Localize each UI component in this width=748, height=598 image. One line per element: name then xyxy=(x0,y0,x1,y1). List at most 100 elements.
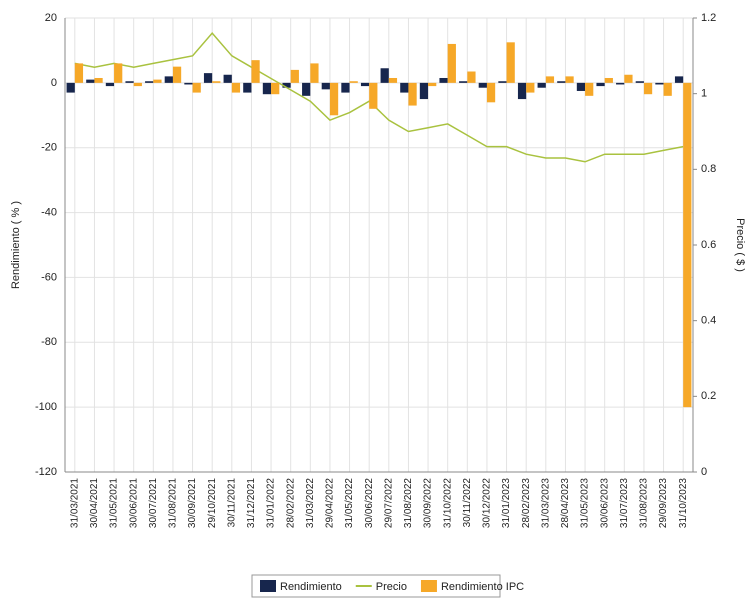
y2-tick-label: 0.6 xyxy=(701,239,716,251)
bar xyxy=(94,77,103,83)
bar xyxy=(388,77,398,83)
y-tick-label: -60 xyxy=(41,271,57,283)
bar xyxy=(596,82,605,87)
y-tick-label: -20 xyxy=(41,142,57,154)
bar xyxy=(262,82,272,95)
y-tick-label: -80 xyxy=(41,336,57,348)
line xyxy=(74,31,684,163)
y-axis-title: Rendimiento ( % ) xyxy=(10,201,22,289)
x-tick-label: 29/07/2022 xyxy=(383,478,394,528)
x-tick-label: 30/07/2021 xyxy=(148,478,159,528)
bar xyxy=(663,82,672,96)
x-tick-label: 31/03/2022 xyxy=(305,478,316,528)
y2-tick-label: 0.4 xyxy=(701,315,716,327)
y2-tick-label: 1.2 xyxy=(701,12,716,24)
bar xyxy=(164,76,173,83)
legend-label: Rendimiento IPC xyxy=(441,581,524,593)
bar xyxy=(212,81,221,83)
bar xyxy=(192,82,201,93)
bar xyxy=(290,69,299,83)
bar xyxy=(655,82,664,85)
x-tick-label: 31/05/2021 xyxy=(109,478,120,528)
legend-swatch xyxy=(260,580,276,592)
y2-tick-label: 0.2 xyxy=(701,390,716,402)
bar xyxy=(349,81,358,83)
x-tick-label: 31/10/2023 xyxy=(678,478,689,528)
x-tick-label: 28/02/2022 xyxy=(285,478,296,528)
x-tick-label: 31/05/2023 xyxy=(580,478,591,528)
bar xyxy=(643,82,653,95)
x-tick-label: 28/02/2023 xyxy=(521,478,532,528)
bar xyxy=(616,82,625,85)
x-tick-label: 30/11/2022 xyxy=(462,478,473,528)
bar xyxy=(604,77,613,83)
bar xyxy=(674,76,684,83)
bar xyxy=(153,79,162,83)
bar xyxy=(302,82,311,96)
bar xyxy=(133,82,142,87)
bar xyxy=(341,82,350,93)
x-tick-label: 29/04/2022 xyxy=(325,478,336,528)
y2-tick-label: 1 xyxy=(701,88,707,100)
x-tick-label: 30/06/2022 xyxy=(364,478,375,528)
y-tick-label: -100 xyxy=(35,401,57,413)
y2-axis-title: Precio ( $ ) xyxy=(734,218,746,272)
bar xyxy=(86,79,95,83)
bar xyxy=(145,81,154,83)
bar xyxy=(576,82,586,91)
bar xyxy=(545,76,555,83)
bar xyxy=(310,63,319,83)
legend xyxy=(251,574,501,598)
bar xyxy=(557,81,566,83)
x-tick-label: 31/08/2021 xyxy=(168,478,179,528)
bar xyxy=(467,71,476,83)
x-tick-label: 30/09/2022 xyxy=(423,478,434,528)
bar xyxy=(400,82,409,93)
x-tick-label: 30/04/2021 xyxy=(89,478,100,528)
x-tick-label: 28/04/2023 xyxy=(560,478,571,528)
x-tick-label: 31/10/2022 xyxy=(442,478,453,528)
x-tick-label: 31/07/2023 xyxy=(619,478,630,528)
x-tick-label: 29/09/2023 xyxy=(658,478,669,528)
bar xyxy=(428,82,437,87)
x-tick-label: 29/10/2021 xyxy=(207,478,218,528)
y-tick-label: -40 xyxy=(41,206,57,218)
bar xyxy=(478,82,487,88)
bar xyxy=(447,43,456,83)
bar xyxy=(459,81,468,83)
bar xyxy=(439,77,448,83)
bar xyxy=(74,63,84,83)
bar xyxy=(683,82,692,408)
y2-tick-label: 0.8 xyxy=(701,163,716,175)
bar xyxy=(506,42,515,83)
legend-label: Rendimiento xyxy=(280,581,342,593)
bar xyxy=(114,63,123,83)
y-tick-label: -120 xyxy=(35,466,57,478)
bar xyxy=(635,81,644,83)
x-tick-label: 31/08/2023 xyxy=(639,478,650,528)
bar xyxy=(203,73,213,83)
bar xyxy=(360,82,370,87)
x-tick-label: 30/09/2021 xyxy=(187,478,198,528)
bar xyxy=(486,82,496,103)
x-tick-label: 30/11/2021 xyxy=(226,478,237,528)
y2-tick-label: 0 xyxy=(701,466,707,478)
x-tick-label: 30/12/2022 xyxy=(482,478,493,528)
bar xyxy=(223,74,232,83)
bar xyxy=(321,82,330,90)
bar xyxy=(66,82,75,93)
bar xyxy=(282,82,291,88)
x-tick-label: 31/01/2023 xyxy=(501,478,512,528)
y-tick-label: 20 xyxy=(45,12,57,24)
bar xyxy=(517,82,527,100)
bar xyxy=(624,74,633,83)
bar xyxy=(231,82,241,93)
bar xyxy=(271,82,280,95)
legend-label: Precio xyxy=(376,581,407,593)
bar xyxy=(585,82,594,96)
bar xyxy=(408,82,417,106)
y-tick-label: 0 xyxy=(51,77,57,89)
x-tick-label: 31/03/2023 xyxy=(540,478,551,528)
x-tick-label: 30/06/2023 xyxy=(599,478,610,528)
